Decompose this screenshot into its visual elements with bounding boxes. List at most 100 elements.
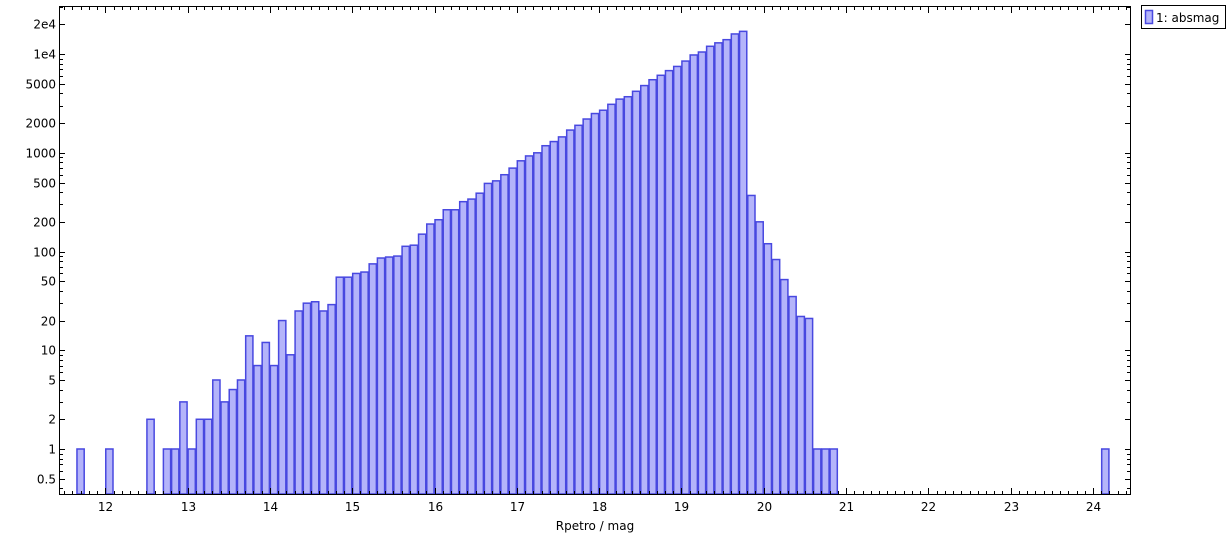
histogram-bar [335,276,345,495]
y-tick-label: 100 [33,246,56,260]
histogram-bar [203,418,213,495]
histogram-bar [450,209,460,495]
x-tick-label: 22 [921,500,936,514]
histogram-bar [516,160,526,495]
histogram-bar [582,118,592,495]
histogram-bar [327,303,336,495]
histogram-bar [705,45,715,495]
histogram-bar [508,167,518,495]
histogram-bar [302,302,312,495]
histogram-bar [475,192,485,495]
histogram-bar [212,379,221,495]
y-tick-label: 5000 [25,78,56,92]
y-tick-label: 500 [33,177,56,191]
histogram-bar [557,136,567,495]
histogram-bar [796,315,806,495]
legend-swatch [1144,9,1154,25]
histogram-bar [220,401,229,495]
histogram-bar [442,209,452,495]
x-axis-label: Rpetro / mag [556,519,634,533]
histogram-bar [598,109,608,495]
legend[interactable]: 1: absmag [1141,5,1226,29]
plot-frame [59,6,1131,495]
histogram-bar [368,263,378,495]
histogram-bar [664,69,674,495]
histogram-bar [179,401,188,495]
y-tick-label: 2000 [25,117,56,131]
x-tick-label: 19 [674,500,689,514]
histogram-bar [458,200,468,495]
histogram-bar [755,221,764,495]
y-tick-label: 200 [33,216,56,230]
y-axis: 0.5 1 2 5 10 20 50 100 200 500 1000 2000 5000 1e4 2e4 [25,7,1130,489]
legend-box [1141,5,1226,29]
histogram-bar [681,60,690,495]
x-tick-label: 21 [839,500,854,514]
histogram-bar [541,144,550,495]
y-tick-label: 10 [41,344,56,358]
histogram-bar [607,103,616,495]
x-tick-label: 24 [1086,500,1101,514]
histogram-bar [533,152,542,495]
histogram-bar [393,255,402,495]
histogram-bar [730,33,740,495]
histogram-bar [376,257,386,495]
histogram-bar [483,182,493,495]
histogram-bar [524,155,534,495]
histogram-bar [500,173,509,495]
histogram-bar [426,223,435,495]
x-tick-label: 23 [1004,500,1019,514]
histogram-bar [195,418,205,495]
x-tick-label: 14 [263,500,278,514]
y-tick-label: 1 [48,443,56,457]
x-tick-label: 18 [592,500,607,514]
x-tick-label: 12 [98,500,113,514]
histogram-bar [623,95,633,495]
x-tick-label: 16 [428,500,443,514]
histogram-bar [384,256,394,495]
histogram-bar [146,418,155,495]
histogram-bar [105,448,114,495]
histogram-bar [656,74,666,495]
histogram-bar [747,194,756,495]
y-tick-label: 20 [41,315,56,329]
histogram-bar [631,90,641,495]
histogram-bar [491,180,501,495]
histogram-bar [434,218,443,495]
y-tick-label: 1000 [25,147,56,161]
histogram-bar [228,388,238,495]
histogram-bar [565,129,575,495]
x-tick-label: 13 [181,500,196,514]
histogram-bar [236,379,246,495]
histogram-bar [1100,448,1110,495]
histogram-bar [779,278,789,495]
x-tick-label: 15 [345,500,360,514]
histogram-bar [467,198,476,495]
histogram-bar [590,112,600,495]
histogram-bar [401,245,411,495]
y-tick-label: 50 [41,275,56,289]
histogram-bar [170,448,180,495]
histogram-bar [253,364,262,495]
histogram-bar [269,364,279,495]
y-tick-label: 5 [48,374,56,388]
histogram-bar [771,258,781,495]
legend-label: 1: absmag [1156,11,1219,25]
histogram-bar [417,233,427,495]
y-tick-label: 2e4 [33,18,56,32]
histogram-bar [804,317,814,495]
x-tick-label: 20 [757,500,772,514]
histogram-bar [409,244,419,495]
histogram-bar [351,272,361,495]
x-axis: 12 13 14 15 16 17 18 19 20 21 22 23 24 [64,7,1127,514]
histogram-bar [812,448,822,495]
histogram-bar [162,448,172,495]
y-tick-label: 1e4 [33,48,56,62]
histogram-bar [360,271,369,495]
histogram-bar [722,38,732,495]
histogram-bar [277,319,287,495]
histogram-bar [286,354,295,495]
histogram-bar [672,65,682,495]
histogram-bar [829,448,839,495]
